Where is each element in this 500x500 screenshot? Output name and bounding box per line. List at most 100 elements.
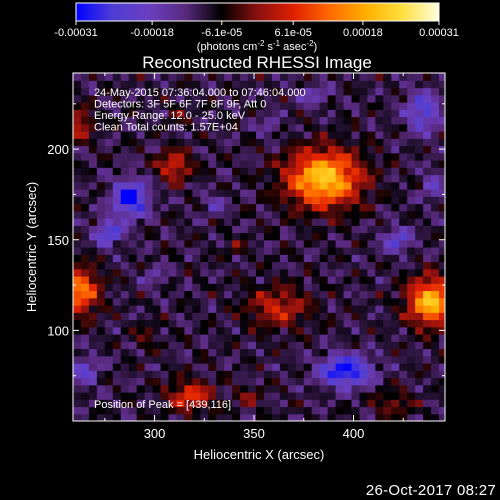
- heatmap-cell: [184, 94, 193, 103]
- heatmap-cell: [391, 384, 400, 393]
- heatmap-cell: [375, 363, 384, 371]
- heatmap-cell: [383, 152, 392, 161]
- heatmap-cell: [375, 268, 384, 277]
- heatmap-cell: [327, 102, 337, 110]
- heatmap-cell: [391, 297, 400, 306]
- heatmap-cell: [232, 167, 241, 176]
- heatmap-cell: [176, 326, 185, 335]
- heatmap-cell: [263, 363, 273, 371]
- heatmap-cell: [415, 247, 424, 255]
- heatmap-cell: [88, 334, 98, 342]
- heatmap-cell: [439, 305, 445, 313]
- heatmap-cell: [104, 152, 114, 161]
- heatmap-cell: [335, 232, 345, 241]
- heatmap-cell: [319, 80, 329, 89]
- heatmap-cell: [423, 283, 432, 292]
- heatmap-cell: [287, 174, 297, 183]
- heatmap-cell: [271, 160, 281, 168]
- heatmap-cell: [184, 261, 193, 270]
- heatmap-cell: [399, 268, 408, 277]
- heatmap-cell: [176, 297, 185, 306]
- heatmap-cell: [423, 363, 432, 371]
- heatmap-cell: [232, 377, 241, 386]
- heatmap-cell: [160, 247, 170, 255]
- heatmap-cell: [359, 152, 369, 161]
- heatmap-cell: [375, 94, 384, 103]
- heatmap-cell: [367, 123, 376, 132]
- heatmap-cell: [415, 210, 424, 219]
- heatmap-cell: [104, 239, 114, 248]
- heatmap-cell: [80, 131, 90, 139]
- heatmap-cell: [343, 305, 353, 313]
- heatmap-cell: [208, 406, 217, 415]
- heatmap-cell: [80, 290, 90, 299]
- heatmap-cell: [200, 102, 209, 110]
- heatmap-cell: [367, 196, 376, 205]
- heatmap-cell: [224, 290, 233, 299]
- heatmap-cell: [351, 189, 361, 197]
- heatmap-cell: [423, 370, 432, 379]
- heatmap-cell: [415, 174, 424, 183]
- heatmap-cell: [232, 399, 241, 408]
- heatmap-cell: [311, 283, 321, 292]
- heatmap-cell: [224, 370, 233, 379]
- heatmap-cell: [112, 160, 122, 168]
- heatmap-cell: [256, 174, 265, 183]
- heatmap-cell: [295, 254, 305, 263]
- heatmap-cell: [152, 334, 162, 342]
- heatmap-cell: [208, 384, 217, 393]
- heatmap-cell: [144, 247, 154, 255]
- heatmap-cell: [168, 102, 178, 110]
- heatmap-cell: [128, 392, 138, 400]
- heatmap-cell: [431, 370, 440, 379]
- heatmap-cell: [104, 181, 114, 190]
- heatmap-cell: [431, 290, 440, 299]
- heatmap-cell: [319, 334, 329, 342]
- heatmap-cell: [96, 406, 106, 415]
- heatmap-cell: [88, 80, 98, 89]
- heatmap-cell: [120, 290, 130, 299]
- heatmap-cell: [216, 355, 225, 364]
- heatmap-cell: [73, 181, 82, 190]
- heatmap-cell: [80, 413, 90, 421]
- heatmap-cell: [104, 348, 114, 357]
- heatmap-cell: [248, 189, 257, 197]
- heatmap-cell: [248, 116, 257, 125]
- heatmap-cell: [184, 102, 193, 110]
- heatmap-cell: [144, 326, 154, 335]
- heatmap-cell: [327, 305, 337, 313]
- heatmap-cell: [335, 189, 345, 197]
- heatmap-cell: [375, 181, 384, 190]
- heatmap-cell: [256, 152, 265, 161]
- heatmap-cell: [431, 363, 440, 371]
- heatmap-cell: [263, 268, 273, 277]
- heatmap-cell: [216, 399, 225, 408]
- heatmap-cell: [367, 254, 376, 263]
- heatmap-cell: [271, 268, 281, 277]
- heatmap-cell: [184, 87, 193, 96]
- heatmap-cell: [88, 312, 98, 321]
- heatmap-cell: [168, 109, 178, 118]
- heatmap-cell: [335, 254, 345, 263]
- heatmap-cell: [271, 138, 281, 147]
- heatmap-cell: [335, 196, 345, 205]
- heatmap-cell: [96, 413, 106, 421]
- heatmap-cell: [399, 181, 408, 190]
- heatmap-cell: [279, 355, 289, 364]
- heatmap-cell: [232, 116, 241, 125]
- heatmap-cell: [176, 174, 185, 183]
- heatmap-cell: [391, 370, 400, 379]
- heatmap-cell: [303, 341, 313, 350]
- heatmap-cell: [391, 145, 400, 154]
- heatmap-cell: [104, 334, 114, 342]
- heatmap-cell: [311, 167, 321, 176]
- heatmap-cell: [335, 392, 345, 400]
- heatmap-cell: [176, 254, 185, 263]
- heatmap-cell: [295, 384, 305, 393]
- heatmap-cell: [391, 399, 400, 408]
- heatmap-cell: [359, 377, 369, 386]
- heatmap-cell: [287, 87, 297, 96]
- heatmap-cell: [439, 131, 445, 139]
- heatmap-cell: [423, 218, 432, 226]
- heatmap-cell: [335, 413, 345, 421]
